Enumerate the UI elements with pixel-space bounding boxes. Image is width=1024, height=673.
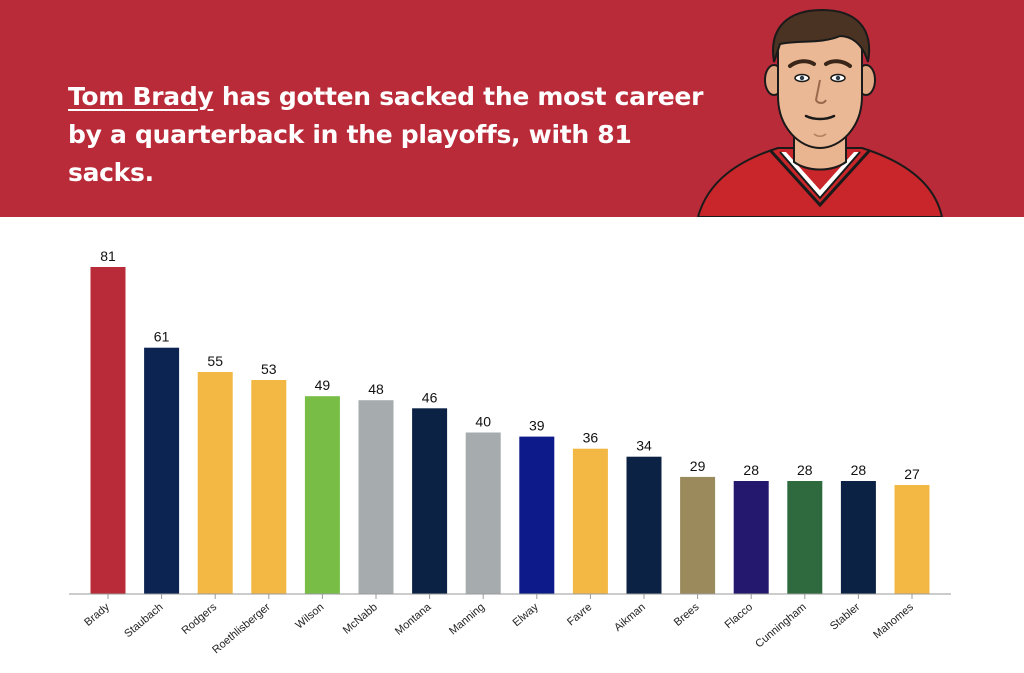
- x-ticks-group: [107, 594, 913, 599]
- value-label-stabler: 28: [851, 462, 867, 478]
- value-label-cunningham: 28: [797, 462, 813, 478]
- bar-rodgers: [197, 372, 233, 594]
- value-label-rodgers: 55: [207, 353, 223, 369]
- bar-elway: [519, 436, 555, 594]
- x-tick-label-rodgers: Rodgers: [180, 601, 220, 637]
- header-banner: Tom Brady has gotten sacked the most car…: [0, 0, 1024, 217]
- bars-group: [90, 267, 930, 594]
- bar-brady: [90, 267, 126, 594]
- value-labels-group: 81 61 55 53 49 48 46 40 39 36 34 29 28 28 28 27: [100, 248, 920, 482]
- bar-cunningham: [787, 481, 823, 594]
- x-tick-label-aikman: Aikman: [612, 601, 648, 634]
- value-label-roethlisberger: 53: [261, 361, 277, 377]
- bar-stabler: [840, 481, 876, 594]
- x-tick-label-elway: Elway: [511, 601, 542, 629]
- value-label-mahomes: 27: [904, 466, 920, 482]
- value-label-aikman: 34: [636, 438, 652, 454]
- x-tick-label-roethlisberger: Roethlisberger: [210, 601, 273, 656]
- headline-player-name: Tom Brady: [68, 82, 214, 111]
- x-tick-label-montana: Montana: [393, 601, 434, 638]
- bar-aikman: [626, 456, 662, 594]
- x-tick-label-cunningham: Cunningham: [753, 601, 808, 650]
- value-label-brady: 81: [100, 248, 116, 264]
- value-label-wilson: 49: [315, 377, 331, 393]
- bar-flacco: [733, 481, 769, 594]
- headline: Tom Brady has gotten sacked the most car…: [68, 78, 708, 192]
- x-tick-label-manning: Manning: [447, 601, 487, 637]
- value-label-staubach: 61: [154, 329, 170, 345]
- value-label-favre: 36: [583, 430, 599, 446]
- x-tick-label-staubach: Staubach: [122, 601, 165, 640]
- bar-manning: [465, 432, 501, 594]
- x-tick-label-mahomes: Mahomes: [871, 601, 916, 642]
- player-portrait-illustration: [696, 8, 944, 217]
- bar-mcnabb: [358, 400, 394, 594]
- bar-montana: [412, 408, 448, 594]
- value-label-mcnabb: 48: [368, 381, 384, 397]
- x-tick-label-wilson: Wilson: [293, 601, 326, 631]
- value-label-elway: 39: [529, 418, 545, 434]
- x-tick-label-brady: Brady: [82, 601, 112, 629]
- value-label-manning: 40: [475, 414, 491, 430]
- x-tick-label-mcnabb: McNabb: [341, 601, 380, 637]
- bar-brees: [680, 476, 716, 594]
- value-label-flacco: 28: [743, 462, 759, 478]
- bar-chart: 81 61 55 53 49 48 46 40 39 36 34 29 28 28 28 27 Brady St…: [69, 248, 951, 657]
- x-tick-label-favre: Favre: [565, 601, 594, 628]
- x-tick-label-brees: Brees: [672, 601, 702, 629]
- bar-mahomes: [894, 485, 930, 594]
- x-tick-label-stabler: Stabler: [828, 601, 863, 633]
- bar-staubach: [144, 347, 180, 594]
- bar-favre: [572, 448, 608, 594]
- bar-roethlisberger: [251, 380, 287, 594]
- value-label-montana: 46: [422, 389, 438, 405]
- value-label-brees: 29: [690, 458, 706, 474]
- headline-text: has gotten sacked the most career by a q…: [68, 82, 704, 187]
- bar-wilson: [304, 396, 340, 594]
- x-tick-label-flacco: Flacco: [723, 601, 756, 631]
